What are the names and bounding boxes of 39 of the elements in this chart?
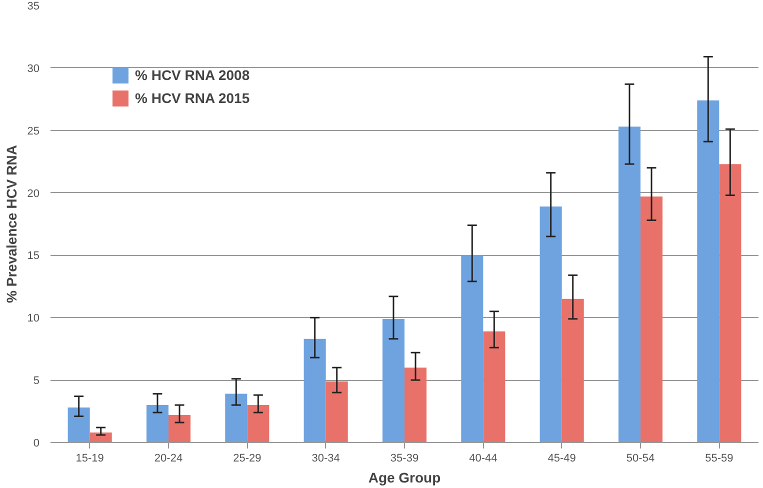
bar <box>483 331 506 442</box>
x-tick-label: 25-29 <box>233 452 262 464</box>
bar <box>719 164 742 442</box>
x-tick-label: 50-54 <box>626 452 655 464</box>
x-tick-label: 15-19 <box>76 452 104 464</box>
bar <box>461 255 484 442</box>
x-tick-label: 45-49 <box>548 452 576 464</box>
bar <box>640 196 663 442</box>
x-axis-title: Age Group <box>368 470 441 486</box>
bar <box>225 394 248 442</box>
bar <box>697 100 720 442</box>
x-tick-label: 20-24 <box>154 452 183 464</box>
y-axis-title: % Prevalence HCV RNA <box>3 145 20 303</box>
bar <box>168 415 191 442</box>
bar <box>382 318 404 442</box>
y-tick-label: 30 <box>27 62 40 75</box>
bar <box>146 405 168 442</box>
legend-label: % HCV RNA 2008 <box>135 67 250 83</box>
x-tick-label: 55-59 <box>705 452 734 464</box>
y-tick-label: 0 <box>33 438 40 450</box>
bar <box>304 338 326 442</box>
y-tick-label: 35 <box>27 0 40 12</box>
y-tick-label: 15 <box>27 250 40 262</box>
bar <box>90 432 112 442</box>
y-tick-label: 25 <box>27 125 40 138</box>
bar <box>404 368 427 442</box>
bar <box>247 405 270 442</box>
bar <box>562 298 584 442</box>
y-tick-label: 5 <box>33 375 40 388</box>
x-tick-label: 30-34 <box>312 452 340 464</box>
y-tick-label: 10 <box>27 312 40 325</box>
x-tick-label: 35-39 <box>390 452 419 464</box>
bar <box>68 408 90 442</box>
bar <box>540 206 562 442</box>
legend-label: % HCV RNA 2015 <box>135 90 250 106</box>
x-tick-label: 40-44 <box>469 452 498 464</box>
bar <box>326 381 348 442</box>
y-tick-label: 20 <box>27 188 40 200</box>
bar <box>618 126 640 442</box>
